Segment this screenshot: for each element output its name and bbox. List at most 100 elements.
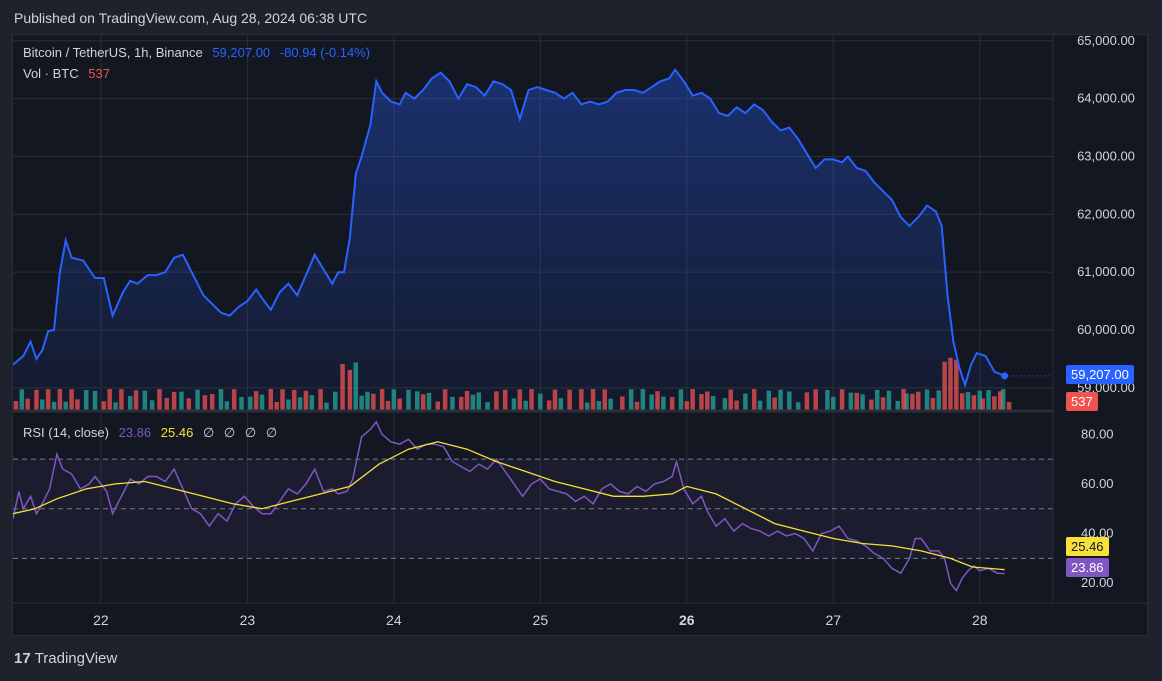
volume-bar-up (286, 399, 291, 411)
volume-bar-down (186, 398, 192, 411)
volume-bar-down (705, 391, 710, 411)
price-line (13, 67, 1053, 389)
volume-bar-down (959, 393, 965, 411)
rsi-value: 23.86 (118, 425, 152, 440)
volume-bar-down (420, 394, 426, 411)
volume-bar-down (992, 396, 997, 411)
volume-bar-up (324, 402, 329, 411)
volume-bar-up (218, 389, 224, 411)
volume-bar-up (936, 390, 941, 411)
volume-bar-up (415, 391, 420, 411)
volume-bar-down (880, 397, 886, 411)
volume-bar-down (930, 397, 936, 411)
volume-bar-up (778, 389, 783, 411)
tradingview-logo-icon: 17 (14, 650, 31, 667)
volume-bar-up (365, 391, 370, 411)
volume-bar-down (699, 393, 704, 411)
volume-bar-down (517, 389, 523, 411)
volume-bar-up (239, 396, 244, 411)
rsi-legend: RSI (14, close) 23.86 25.46 ∅ ∅ ∅ ∅ (23, 425, 283, 441)
volume-bar-up (710, 395, 716, 411)
volume-bar-down (371, 393, 376, 411)
brand-name: TradingView (34, 650, 118, 667)
volume-bar-up (485, 402, 490, 411)
time-tick-label: 26 (679, 612, 695, 628)
volume-bar-down (728, 389, 733, 411)
volume-bar-up (40, 399, 45, 411)
volume-bar-up (640, 389, 646, 411)
volume-bar-down (948, 357, 953, 411)
volume-bar-up (661, 396, 666, 411)
rsi-label[interactable]: RSI (14, close) (23, 425, 109, 440)
volume-bar-down (854, 392, 859, 411)
volume-bar-up (886, 390, 892, 411)
volume-bar-down (546, 400, 552, 411)
volume-bar-down (280, 389, 285, 411)
volume-bar-down (13, 401, 19, 411)
empty-value-icon: ∅ (244, 425, 257, 440)
volume-bar-down (620, 396, 625, 411)
volume-bar-up (825, 390, 830, 411)
volume-bar-down (101, 401, 107, 411)
volume-bar-up (113, 402, 118, 411)
volume-bar-down (231, 389, 237, 411)
price-tick-label: 63,000.00 (1077, 148, 1135, 163)
price-line-path (13, 67, 1006, 389)
volume-bar-up (986, 390, 991, 411)
symbol-label[interactable]: Bitcoin / TetherUS, 1h, Binance (23, 45, 203, 60)
rsi-tag: 23.86 (1066, 558, 1109, 577)
volume-bar-down (772, 397, 777, 411)
volume-bar-down (813, 389, 818, 411)
empty-value-icon: ∅ (223, 425, 236, 440)
volume-bar-up (450, 396, 455, 411)
volume-bar-up (678, 389, 684, 411)
volume-bar-down (379, 389, 385, 411)
volume-bar-up (558, 398, 564, 411)
volume-bar-up (248, 396, 253, 411)
last-price-tag: 59,207.00 (1066, 365, 1134, 384)
chart-panel[interactable]: 65,000.00 64,000.00 63,000.00 62,000.00 61,0… (12, 34, 1149, 637)
rsi-tick-label: 60.00 (1081, 476, 1114, 491)
volume-bar-up (722, 398, 728, 411)
volume-bar-down (202, 395, 208, 411)
time-tick-label: 27 (825, 612, 841, 628)
volume-bar-down (942, 361, 947, 411)
volume-bar-down (347, 369, 353, 411)
volume-bar-down (869, 399, 874, 411)
rsi-tick-label: 20.00 (1081, 575, 1114, 590)
volume-bars (13, 357, 1012, 411)
volume-bar-down (634, 401, 640, 411)
price-change: -80.94 (-0.14%) (279, 45, 371, 60)
empty-value-icon: ∅ (265, 425, 278, 440)
price-area-fill (13, 69, 1005, 411)
volume-bar-down (133, 390, 139, 411)
chart-svg[interactable]: 65,000.00 64,000.00 63,000.00 62,000.00 61,0… (13, 35, 1149, 637)
footer-brand[interactable]: 17 TradingView (14, 650, 117, 667)
volume-bar-up (406, 389, 411, 411)
volume-label[interactable]: Vol · BTC (23, 66, 79, 81)
volume-bar-up (470, 394, 476, 411)
volume-bar-up (596, 401, 602, 411)
volume-bar-up (743, 393, 748, 411)
volume-bar-up (511, 398, 517, 411)
volume-legend: Vol · BTC 537 (23, 66, 116, 81)
volume-bar-down (602, 389, 608, 411)
volume-bar-up (51, 401, 57, 411)
volume-bar-up (333, 391, 338, 411)
volume-bar-up (476, 392, 482, 411)
volume-bar-up (1000, 389, 1006, 411)
time-tick-label: 28 (972, 612, 988, 628)
volume-bar-up (874, 389, 880, 411)
volume-bar-down (464, 390, 470, 411)
volume-bar-up (628, 389, 634, 411)
volume-bar-up (297, 397, 303, 411)
volume-bar-down (915, 391, 921, 411)
volume-bar-up (309, 395, 315, 411)
volume-bar-up (766, 390, 772, 411)
volume-bar-down (107, 389, 112, 411)
volume-bar-down (34, 389, 39, 411)
volume-bar-down (57, 389, 63, 411)
volume-bar-down (684, 401, 690, 411)
volume-bar-up (179, 391, 184, 411)
volume-bar-up (787, 391, 792, 411)
